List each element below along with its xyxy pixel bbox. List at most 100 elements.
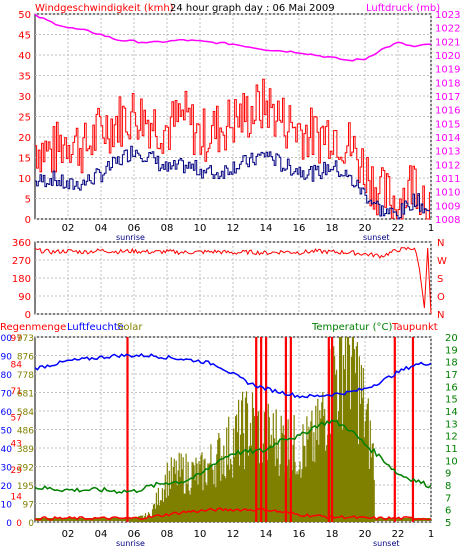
panel3-left-tick-a: 70: [1, 390, 13, 400]
panel3-x-tick: 1: [428, 529, 434, 540]
panel1-x-tick: 14: [260, 223, 273, 234]
panel1-left-tick: 15: [18, 154, 31, 165]
panel2-left-tick: 0: [25, 310, 31, 321]
panel1-left-tick: 0: [25, 215, 31, 226]
panel1-right-tick: 1009: [435, 201, 460, 212]
dewpoint-spike: [393, 337, 396, 522]
panel1-x-tick: 16: [293, 223, 306, 234]
panel3-right-tick: 18: [445, 358, 458, 369]
panel3-x-tick: 10: [194, 529, 207, 540]
panel1-right-tick: 1017: [435, 92, 460, 103]
panel3-right-tick: 20: [445, 333, 458, 344]
panel1-right-tick: 1023: [435, 10, 460, 21]
pressure-line: [34, 13, 431, 62]
panel1-left-tick: 20: [18, 133, 31, 144]
panel3-right-tick: 5: [445, 518, 451, 529]
panel3-left-tick-c: 584: [17, 408, 34, 418]
panel2-right-tick: S: [437, 274, 443, 285]
panel1-right-tick: 1013: [435, 147, 460, 158]
panel1-right-tick: 1021: [435, 37, 460, 48]
rain-title: Regenmenge: [0, 322, 66, 333]
panel3-left-tick-c: 778: [17, 371, 34, 381]
panel3-left-tick-a: 20: [1, 482, 13, 492]
panel3-left-tick-b: 71: [11, 387, 22, 397]
panel3-left-tick-b: 97: [11, 334, 22, 344]
dewpoint-spike: [331, 337, 334, 522]
graph-title: 24 hour graph day : 06 Mai 2009: [170, 3, 335, 14]
panel3-left-tick-a: 50: [1, 427, 13, 437]
panel3-left-tick-c: 681: [17, 390, 34, 400]
panel3-left-tick-c: 97: [23, 501, 34, 511]
sunset-label-3: sunset: [373, 539, 400, 548]
temperature-line: [34, 419, 432, 495]
panel1-left-tick: 10: [18, 174, 31, 185]
panel1-right-tick: 1015: [435, 119, 460, 130]
panel3-left-tick-a: 10: [1, 501, 13, 511]
panel1-x-tick: 04: [95, 223, 108, 234]
panel1-right-ticks: 1023 1022 1021 1020 1019 1018 1017 1016 1015 1014…: [435, 10, 460, 226]
panel2-left-tick: 270: [12, 256, 31, 267]
panel3-x-tick: 06: [128, 529, 141, 540]
panel1-left-tick: 5: [25, 195, 31, 206]
panel3-left-tick-c: 876: [17, 352, 34, 362]
panel1-left-tick: 45: [18, 31, 31, 42]
dewpoint-spike: [255, 337, 258, 522]
dewpoint-spike: [327, 337, 330, 522]
panel1-series: [34, 13, 431, 220]
panel2-right-tick: W: [437, 256, 447, 267]
panel1-right-tick: 1018: [435, 78, 460, 89]
panel3-right-tick: 8: [445, 481, 451, 492]
panel3-x-tick: 12: [227, 529, 240, 540]
sunrise-label-3: sunrise: [116, 539, 145, 548]
panel1-x-tick: 22: [392, 223, 405, 234]
panel3-left-ticks: 1009080706050403020100978471574329140973…: [0, 334, 34, 529]
panel1-right-tick: 1016: [435, 106, 460, 117]
panel1-x-tick: 02: [62, 223, 75, 234]
wind-speed-line: [35, 78, 430, 220]
dewpoint-spike: [265, 337, 268, 522]
panel2-right-tick: N: [437, 310, 444, 321]
panel3-left-tick-c: 0: [28, 519, 34, 529]
panel3-right-tick: 16: [445, 382, 458, 393]
dewpoint-spike: [284, 337, 287, 522]
panel3-left-tick-c: 973: [17, 334, 34, 344]
panel3-left-tick-a: 0: [6, 519, 12, 529]
panel3-left-tick-c: 195: [17, 482, 34, 492]
panel1-right-tick: 1010: [435, 188, 460, 199]
panel1-x-tick: 08: [161, 223, 174, 234]
panel1-x-tick: 10: [194, 223, 207, 234]
dewpoint-spike: [260, 337, 263, 522]
panel3-left-tick-a: 90: [1, 353, 13, 363]
panel3-x-tick: 02: [62, 529, 75, 540]
panel1-left-tick: 40: [18, 51, 31, 62]
panel3-x-tick: 14: [260, 529, 273, 540]
dewpoint-spike: [411, 337, 415, 522]
panel3-series: [34, 337, 432, 522]
panel3-left-tick-b: 43: [11, 440, 22, 450]
panel3-x-ticks: 02 04 06 08 10 12 14 16 18 20 22 1: [62, 529, 435, 540]
panel1-x-tick: 12: [227, 223, 240, 234]
panel3-right-tick: 9: [445, 469, 451, 480]
panel1-right-tick: 1008: [435, 215, 460, 226]
panel3-right-tick: 7: [445, 493, 451, 504]
panel1-right-tick: 1022: [435, 24, 460, 35]
panel3-left-tick-a: 100: [0, 334, 12, 344]
wind-mean-line: [35, 145, 430, 220]
panel3-left-tick-c: 389: [17, 445, 34, 455]
panel3-right-tick: 14: [445, 407, 458, 418]
wind-direction-line: [34, 246, 432, 315]
panel2-right-tick: O: [437, 292, 445, 303]
panel3-right-tick: 12: [445, 432, 458, 443]
panel3-right-tick: 19: [445, 345, 458, 356]
panel3-x-tick: 18: [326, 529, 339, 540]
panel1-x-tick: 20: [359, 223, 372, 234]
panel1-right-tick: 1012: [435, 160, 460, 171]
panel1-left-tick: 30: [18, 92, 31, 103]
panel1-x-tick: 1: [428, 223, 434, 234]
panel2-right-tick: N: [437, 238, 444, 249]
panel3-right-tick: 11: [445, 444, 458, 455]
panel2-left-ticks: 360 270 180 90 0: [12, 238, 31, 321]
panel1-x-tick: 06: [128, 223, 141, 234]
temperature-title: Temperatur (°C): [311, 322, 392, 333]
